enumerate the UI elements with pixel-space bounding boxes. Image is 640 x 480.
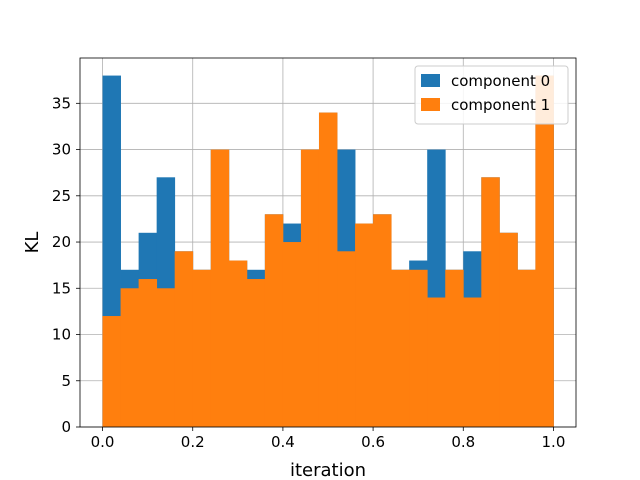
bar-component-1 xyxy=(210,149,230,427)
plot-frame xyxy=(79,57,577,428)
legend-label: component 1 xyxy=(451,96,550,114)
bar-component-1 xyxy=(120,288,140,427)
y-tick-label: 25 xyxy=(52,187,71,205)
legend: component 0 component 1 xyxy=(414,65,569,125)
bar-component-1 xyxy=(373,214,392,427)
bar-component-1 xyxy=(156,288,176,427)
x-tick-label: 0.2 xyxy=(181,433,205,451)
y-tick-label: 20 xyxy=(52,233,71,251)
bar-component-1 xyxy=(517,269,536,427)
y-tick-label: 15 xyxy=(52,279,71,297)
bar-component-1 xyxy=(499,232,518,427)
bar-component-1 xyxy=(102,316,121,427)
bar-component-1 xyxy=(192,269,212,427)
x-tick-label: 0.8 xyxy=(451,433,475,451)
y-tick-label: 0 xyxy=(61,418,71,436)
bar-component-1 xyxy=(246,279,266,427)
x-tick-label: 0.4 xyxy=(271,433,295,451)
legend-box xyxy=(414,65,569,125)
bar-component-1 xyxy=(463,297,482,427)
x-tick-label: 0.6 xyxy=(361,433,385,451)
x-tick-label: 1.0 xyxy=(542,433,566,451)
bars xyxy=(102,75,554,428)
bar-component-1 xyxy=(174,251,194,427)
y-tick-label: 30 xyxy=(52,141,71,159)
legend-swatch xyxy=(421,74,440,87)
bar-component-1 xyxy=(337,251,356,427)
bar-component-1 xyxy=(300,149,320,427)
bar-component-1 xyxy=(228,260,248,427)
bar-component-1 xyxy=(535,75,554,428)
bar-component-1 xyxy=(391,269,410,427)
bar-component-1 xyxy=(445,269,464,427)
y-axis-title: KL xyxy=(22,232,43,254)
y-tick-label: 10 xyxy=(52,326,71,344)
bar-component-1 xyxy=(427,297,446,427)
bar-component-1 xyxy=(264,214,284,427)
x-tick-label: 0.0 xyxy=(91,433,115,451)
y-tick-label: 35 xyxy=(52,94,71,112)
ticks: 0.0 0.2 0.4 0.6 0.8 1.0 0 5 10 15 20 25 30 35 xyxy=(52,94,565,451)
bar-component-1 xyxy=(355,223,374,427)
bar-component-1 xyxy=(138,279,158,427)
legend-label: component 0 xyxy=(451,72,550,90)
bar-component-1 xyxy=(409,269,428,427)
legend-swatch xyxy=(421,98,440,111)
bar-component-1 xyxy=(481,177,500,427)
x-axis-title: iteration xyxy=(290,460,366,480)
bar-component-1 xyxy=(282,242,302,427)
y-tick-label: 5 xyxy=(61,372,71,390)
bar-component-1 xyxy=(318,112,338,428)
